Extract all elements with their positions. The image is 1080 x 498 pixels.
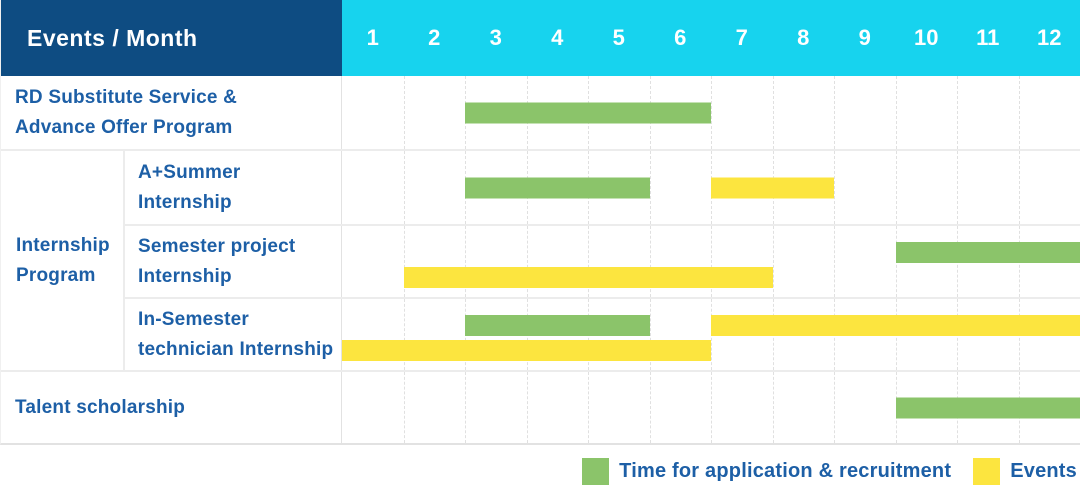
- bar-recruitment-months-3-to-6: [465, 102, 711, 123]
- month-gridline: [957, 76, 958, 149]
- month-header-12: 12: [1019, 0, 1080, 76]
- gantt-row-1: RD Substitute Service & Advance Offer Pr…: [1, 76, 1080, 149]
- header-events-month-label: Events / Month: [1, 0, 342, 76]
- month-gridline: [711, 76, 712, 149]
- legend-swatch-recruitment: [582, 458, 609, 485]
- month-gridline: [773, 226, 774, 297]
- month-gridline: [834, 226, 835, 297]
- row-chart-area: [342, 151, 1080, 224]
- row-chart-area: [342, 299, 1080, 370]
- month-gridline: [404, 76, 405, 149]
- month-gridline: [896, 151, 897, 224]
- group-label: Internship Program: [1, 151, 125, 370]
- month-header-10: 10: [896, 0, 958, 76]
- month-gridline: [957, 151, 958, 224]
- month-gridline: [773, 76, 774, 149]
- month-header-9: 9: [834, 0, 896, 76]
- row-label: Talent scholarship: [1, 372, 342, 443]
- row-chart-area: [342, 226, 1080, 297]
- month-header-5: 5: [588, 0, 650, 76]
- legend: Time for application & recruitment Events: [0, 445, 1080, 498]
- month-header-7: 7: [711, 0, 773, 76]
- bar-event-months-2-to-7: [404, 267, 773, 288]
- month-gridline: [650, 372, 651, 443]
- month-gridline: [465, 372, 466, 443]
- row-chart-area: [342, 76, 1080, 149]
- month-gridline: [404, 151, 405, 224]
- bar-event-months-1-to-6: [342, 340, 711, 361]
- month-header-3: 3: [465, 0, 527, 76]
- row-label: Semester project Internship: [125, 226, 342, 297]
- legend-swatch-event: [973, 458, 1000, 485]
- legend-item-recruitment: Time for application & recruitment: [582, 458, 951, 485]
- bar-recruitment-months-3-to-5: [465, 315, 650, 336]
- legend-label-recruitment: Time for application & recruitment: [619, 460, 951, 483]
- bar-event-months-7-to-8: [711, 177, 834, 198]
- row-chart-area: [342, 372, 1080, 443]
- month-gridline: [896, 76, 897, 149]
- month-header-8: 8: [773, 0, 835, 76]
- month-gridline: [650, 151, 651, 224]
- month-header-6: 6: [650, 0, 712, 76]
- gantt-row-2: A+Summer Internship: [125, 151, 1080, 224]
- row-label: RD Substitute Service & Advance Offer Pr…: [1, 76, 342, 149]
- gantt-row-5: Talent scholarship: [1, 370, 1080, 443]
- bar-recruitment-months-10-to-12: [896, 242, 1080, 263]
- month-header-11: 11: [957, 0, 1019, 76]
- bar-recruitment-months-3-to-5: [465, 177, 650, 198]
- month-header-2: 2: [404, 0, 466, 76]
- row-label: In-Semester technician Internship: [125, 299, 342, 370]
- month-header-1: 1: [342, 0, 404, 76]
- month-header-4: 4: [527, 0, 589, 76]
- gantt-body: RD Substitute Service & Advance Offer Pr…: [1, 76, 1080, 443]
- month-gridline: [527, 372, 528, 443]
- month-gridline: [404, 372, 405, 443]
- month-gridline: [773, 372, 774, 443]
- bar-event-months-7-to-12: [711, 315, 1080, 336]
- month-gridline: [834, 372, 835, 443]
- legend-item-event: Events: [973, 458, 1077, 485]
- bar-recruitment-months-10-to-12: [896, 397, 1080, 418]
- gantt-row-4: In-Semester technician Internship: [125, 297, 1080, 370]
- month-gridline: [834, 76, 835, 149]
- month-gridline: [834, 151, 835, 224]
- month-gridline: [1019, 76, 1020, 149]
- month-gridline: [588, 372, 589, 443]
- month-gridline: [711, 372, 712, 443]
- legend-label-event: Events: [1010, 460, 1077, 483]
- month-gridline: [1019, 151, 1020, 224]
- gantt-row-3: Semester project Internship: [125, 224, 1080, 297]
- row-label: A+Summer Internship: [125, 151, 342, 224]
